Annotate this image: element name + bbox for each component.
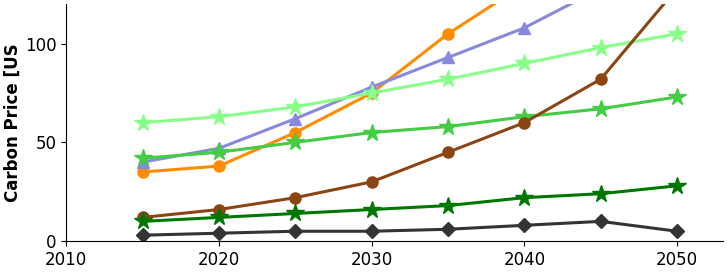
Brown circle [291, 196, 300, 199]
Blue triangle [367, 85, 376, 89]
Dark green star [367, 208, 376, 211]
Orange circle [214, 164, 223, 168]
Mid green star [520, 115, 529, 118]
Light green star [443, 78, 452, 81]
Dark gray diamond [443, 228, 452, 231]
Mid green star [138, 156, 147, 160]
Dark gray diamond [596, 220, 605, 223]
Dark green star [596, 192, 605, 195]
Line: Dark green star: Dark green star [134, 177, 686, 230]
Dark green star [138, 220, 147, 223]
Dark gray diamond [291, 230, 300, 233]
Blue triangle [443, 56, 452, 59]
Brown circle [214, 208, 223, 211]
Dark gray diamond [672, 230, 681, 233]
Mid green star [367, 131, 376, 134]
Line: Blue triangle: Blue triangle [137, 0, 683, 168]
Dark gray diamond [214, 232, 223, 235]
Brown circle [596, 78, 605, 81]
Mid green star [214, 151, 223, 154]
Brown circle [367, 180, 376, 183]
Orange circle [443, 32, 452, 35]
Light green star [596, 46, 605, 49]
Dark green star [214, 216, 223, 219]
Light green star [520, 62, 529, 65]
Light green star [138, 121, 147, 124]
Line: Light green star: Light green star [134, 25, 686, 132]
Blue triangle [520, 26, 529, 29]
Orange circle [138, 170, 147, 174]
Light green star [291, 105, 300, 108]
Dark gray diamond [138, 233, 147, 237]
Dark gray diamond [367, 230, 376, 233]
Line: Mid green star: Mid green star [134, 88, 686, 167]
Dark gray diamond [520, 224, 529, 227]
Light green star [214, 115, 223, 118]
Light green star [367, 91, 376, 95]
Mid green star [672, 95, 681, 99]
Line: Brown circle: Brown circle [137, 0, 683, 223]
Mid green star [291, 141, 300, 144]
Brown circle [138, 216, 147, 219]
Dark green star [672, 184, 681, 188]
Line: Orange circle: Orange circle [137, 0, 683, 177]
Y-axis label: Carbon Price [US: Carbon Price [US [4, 43, 22, 202]
Mid green star [596, 107, 605, 111]
Blue triangle [291, 117, 300, 120]
Dark green star [443, 204, 452, 207]
Blue triangle [138, 161, 147, 164]
Line: Dark gray diamond: Dark gray diamond [138, 216, 682, 240]
Light green star [672, 32, 681, 35]
Orange circle [367, 91, 376, 95]
Brown circle [520, 121, 529, 124]
Mid green star [443, 125, 452, 128]
Dark green star [291, 212, 300, 215]
Brown circle [443, 151, 452, 154]
Orange circle [291, 131, 300, 134]
Dark green star [520, 196, 529, 199]
Blue triangle [214, 147, 223, 150]
